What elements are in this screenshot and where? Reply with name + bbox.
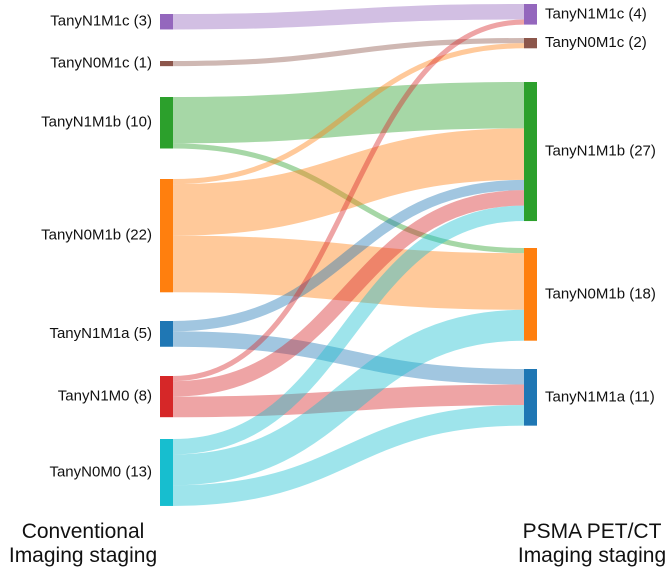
sankey-node-l-n1m1b [160,97,173,149]
sankey-node-label-l-n1m1b: TanyN1M1b (10) [41,114,152,131]
sankey-link-l-n1m1c-to-r-n1m1c [172,4,525,30]
sankey-node-l-n0m1b [160,179,173,293]
sankey-node-label-l-n1m0: TanyN1M0 (8) [58,388,152,405]
sankey-node-label-r-n1m1b: TanyN1M1b (27) [545,142,656,159]
right-axis-title-line-2: Imaging staging [518,544,666,567]
sankey-node-l-n1m1a [160,321,173,347]
sankey-node-r-n0m1c [524,38,537,49]
sankey-link-l-n0m0-to-r-n1m1b [172,205,525,455]
sankey-node-label-r-n0m1c: TanyN0M1c (2) [545,34,647,51]
sankey-node-label-l-n0m1c: TanyN0M1c (1) [50,55,152,72]
sankey-link-l-n0m0-to-r-n1m1a [172,405,525,506]
sankey-link-l-n1m0-to-r-n1m1c [172,19,525,382]
sankey-node-label-l-n1m1a: TanyN1M1a (5) [49,325,152,342]
sankey-link-l-n0m1b-to-r-n0m1c [172,43,525,185]
sankey-node-labels: TanyN1M1c (3) TanyN0M1c (1) TanyN1M1b (10)… [41,5,656,480]
sankey-nodes [160,4,537,506]
sankey-link-l-n0m1c-to-r-n0m1c [172,38,525,67]
sankey-node-r-n1m1c [524,4,537,25]
right-axis-title-line-1: PSMA PET/CT [523,520,662,543]
sankey-link-l-n1m0-to-r-n1m1a [172,384,525,418]
sankey-node-l-n0m0 [160,439,173,506]
sankey-node-l-n1m1c [160,14,173,30]
sankey-node-label-r-n0m1b: TanyN0M1b (18) [545,285,656,302]
sankey-node-label-l-n0m0: TanyN0M0 (13) [49,463,152,480]
sankey-link-l-n1m1b-to-r-n1m1b [172,82,525,144]
sankey-link-l-n1m1a-to-r-n1m1b [172,179,525,332]
sankey-link-l-n0m1b-to-r-n1m1b [172,128,525,236]
sankey-node-r-n1m1b [524,82,537,222]
sankey-links [172,4,525,506]
left-axis-title-line-2: Imaging staging [9,544,157,567]
sankey-node-label-l-n0m1b: TanyN0M1b (22) [41,227,152,244]
sankey-link-l-n1m1a-to-r-n1m1a [172,331,525,385]
sankey-link-l-n1m0-to-r-n1m1b [172,190,525,397]
sankey-node-r-n1m1a [524,369,537,426]
sankey-node-label-r-n1m1a: TanyN1M1a (11) [545,388,655,405]
sankey-node-label-l-n1m1c: TanyN1M1c (3) [50,13,152,30]
sankey-node-l-n0m1c [160,61,173,67]
sankey-link-l-n1m1b-to-r-n0m1b [172,143,525,254]
sankey-link-l-n0m0-to-r-n0m1b [172,309,525,486]
sankey-node-label-r-n1m1c: TanyN1M1c (4) [545,5,647,22]
left-axis-title-line-1: Conventional [22,520,145,543]
sankey-node-r-n0m1b [524,248,537,341]
sankey-node-l-n1m0 [160,376,173,418]
sankey-link-l-n0m1b-to-r-n0m1b [172,235,525,310]
